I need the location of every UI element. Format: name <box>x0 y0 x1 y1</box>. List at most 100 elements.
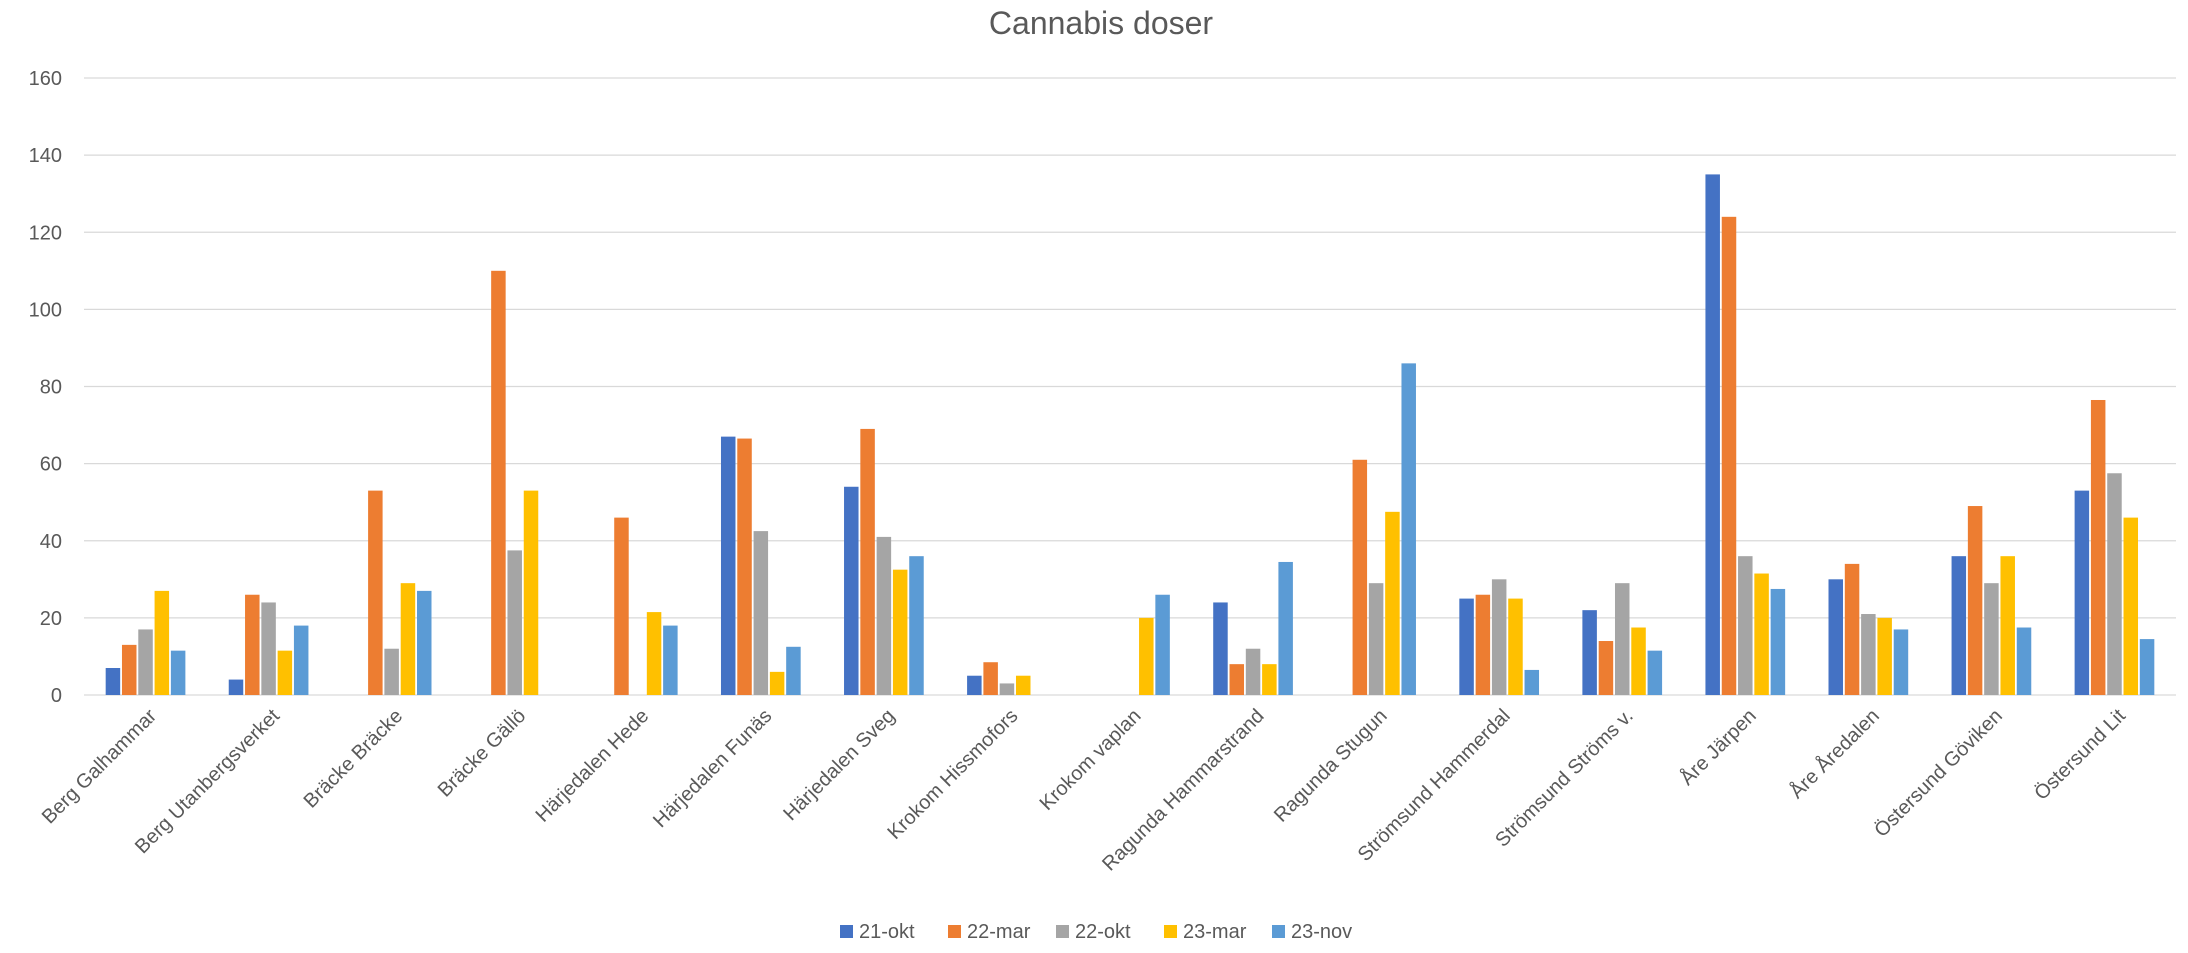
bar-23-mar <box>2123 517 2139 695</box>
x-category-label: Krokom vaplan <box>1036 705 1146 815</box>
legend-swatch-21-okt <box>840 925 853 938</box>
bar-21-okt <box>228 679 244 695</box>
bar-22-okt <box>1861 614 1876 695</box>
y-tick-label: 0 <box>51 685 62 707</box>
bar-21-okt <box>720 436 736 695</box>
bar-23-nov <box>2016 627 2032 695</box>
legend-swatch-23-mar <box>1164 925 1177 938</box>
bar-23-nov <box>786 646 801 695</box>
bar-21-okt <box>1951 556 1967 695</box>
y-tick-label: 120 <box>29 222 62 244</box>
bar-22-okt <box>1738 556 1753 695</box>
bar-22-mar <box>2090 399 2106 695</box>
bar-22-mar <box>614 517 629 695</box>
bar-22-mar <box>983 662 998 695</box>
y-axis-ticks: 0 20 40 60 80 100 120 140 160 <box>29 68 62 707</box>
legend-label: 21-okt <box>859 921 915 943</box>
bar-23-nov <box>1647 650 1663 695</box>
bar-23-mar <box>1631 627 1646 695</box>
bar-21-okt <box>1828 579 1844 695</box>
bar-22-mar <box>121 644 137 695</box>
x-category-label: Bräcke Bräcke <box>300 705 408 813</box>
y-tick-label: 100 <box>29 299 62 321</box>
bar-21-okt <box>105 668 121 695</box>
bar-23-mar <box>1385 511 1400 695</box>
bar-22-mar <box>1598 641 1614 695</box>
bar-23-nov <box>1524 669 1540 695</box>
x-category-label: Strömsund Ströms v. <box>1491 705 1638 852</box>
bar-22-mar <box>1352 459 1368 695</box>
bar-21-okt <box>1213 602 1228 695</box>
bars <box>105 174 2155 695</box>
bar-22-mar <box>1229 664 1245 695</box>
bar-22-mar <box>1721 216 1737 695</box>
bar-23-nov <box>2139 639 2155 695</box>
legend-swatch-22-mar <box>948 925 961 938</box>
bar-23-mar <box>1139 617 1154 695</box>
chart-title: Cannabis doser <box>989 5 1213 41</box>
bar-21-okt <box>1582 610 1597 695</box>
bar-23-mar <box>892 569 908 695</box>
gridlines <box>84 77 2176 696</box>
x-category-label: Krokom Hissmofors <box>884 705 1023 844</box>
bar-22-okt <box>1245 648 1261 695</box>
bar-22-okt <box>507 550 522 695</box>
x-category-label: Bräcke Gällö <box>434 705 531 802</box>
bar-23-mar <box>277 650 293 695</box>
bar-22-okt <box>1984 583 1999 695</box>
bar-22-okt <box>876 536 892 695</box>
bar-23-mar <box>1754 573 1769 695</box>
bar-22-mar <box>1967 506 1983 695</box>
bar-23-nov <box>1770 588 1786 695</box>
bar-22-mar <box>1475 594 1491 695</box>
bar-23-nov <box>1278 561 1293 695</box>
legend-label: 22-okt <box>1075 921 1131 943</box>
legend-label: 23-nov <box>1291 921 1352 943</box>
x-category-label: Berg Utanbergsverket <box>131 705 284 858</box>
x-category-label: Östersund Lit <box>2030 705 2130 805</box>
x-category-label: Berg Galhammar <box>38 705 161 828</box>
bar-22-mar <box>368 490 383 695</box>
bar-21-okt <box>2074 490 2090 695</box>
bar-23-mar <box>1877 617 1892 695</box>
legend-label: 23-mar <box>1183 921 1247 943</box>
bar-23-nov <box>909 556 924 695</box>
bar-23-mar <box>769 671 785 695</box>
bar-22-okt <box>999 683 1015 695</box>
bar-23-nov <box>1401 363 1416 695</box>
bar-22-okt <box>753 531 769 695</box>
bar-22-mar <box>1844 563 1860 695</box>
bar-22-mar <box>491 270 506 695</box>
bar-23-mar <box>154 590 170 695</box>
x-category-label: Härjedalen Sveg <box>779 705 899 825</box>
y-tick-label: 40 <box>40 531 62 553</box>
bar-23-mar <box>1015 675 1031 695</box>
bar-22-okt <box>1614 583 1630 695</box>
x-category-label: Åre Åredalen <box>1785 704 1884 803</box>
legend-swatch-22-okt <box>1056 925 1069 938</box>
bar-22-okt <box>1368 583 1384 695</box>
bar-22-okt <box>261 602 276 695</box>
bar-23-mar <box>523 490 539 695</box>
x-category-label: Ragunda Stugun <box>1270 705 1392 827</box>
x-category-label: Östersund Göviken <box>1870 705 2007 842</box>
y-tick-label: 80 <box>40 377 62 399</box>
y-tick-label: 60 <box>40 454 62 476</box>
legend: 21-okt 22-mar 22-okt 23-mar 23-nov <box>840 921 1352 943</box>
x-category-label: Härjedalen Hede <box>532 705 654 827</box>
bar-22-okt <box>1491 579 1507 695</box>
bar-22-mar <box>245 594 260 695</box>
bar-23-nov <box>170 650 186 695</box>
bar-22-mar <box>860 428 875 695</box>
bar-23-mar <box>1262 664 1277 695</box>
legend-label: 22-mar <box>967 921 1031 943</box>
bar-22-okt <box>2107 473 2122 695</box>
bar-23-mar <box>1508 598 1523 695</box>
bar-22-mar <box>737 438 752 695</box>
bar-22-okt <box>138 629 153 695</box>
bar-23-nov <box>293 625 309 695</box>
y-tick-label: 160 <box>29 68 62 90</box>
